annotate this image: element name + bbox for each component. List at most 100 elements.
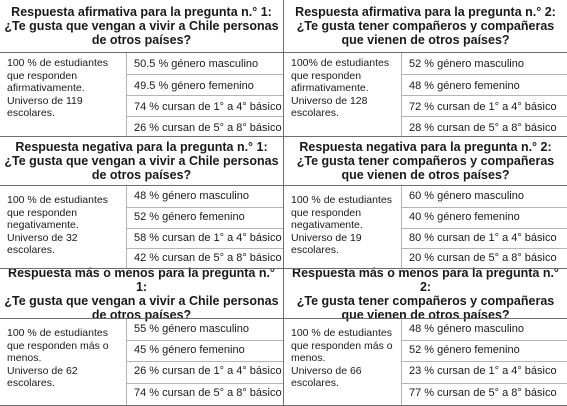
summary-line: que responden	[291, 206, 362, 219]
stat-divider	[127, 228, 283, 229]
cell-divider	[126, 186, 127, 268]
summary-line: que responden más o	[7, 339, 109, 352]
stat-divider	[402, 95, 567, 96]
summary-line: negativamente.	[7, 219, 79, 231]
summary-line: Universo de 66	[291, 364, 362, 377]
summary-line: Universo de 128	[291, 94, 368, 107]
heading-line: de otros países?	[91, 168, 192, 182]
stat-cursan-1-4-basico: 58 % cursan de 1° a 4° básico	[134, 232, 282, 244]
summary-line: afirmativamente.	[7, 82, 85, 94]
heading-line: Respuesta afirmativa para la pregunta n.…	[11, 5, 272, 19]
cell-divider	[401, 319, 402, 405]
stat-genero-femenino: 49.5 % género femenino	[134, 80, 254, 92]
summary-line: escolares.	[291, 107, 339, 119]
heading-line: Respuesta negativa para la pregunta n.° …	[299, 140, 552, 154]
heading-line: ¿Te gusta que vengan a vivir a Chile per…	[4, 19, 279, 33]
summary-line: Universo de 62	[7, 364, 78, 377]
heading-line: Respuesta más o menos para la pregunta n…	[292, 265, 559, 294]
stat-cursan-5-8-basico: 42 % cursan de 5° a 8° básico	[134, 252, 282, 264]
column-divider	[283, 0, 284, 406]
stat-genero-femenino: 45 % género femenino	[134, 344, 245, 356]
stat-cursan-5-8-basico: 28 % cursan de 5° a 8° básico	[409, 122, 557, 134]
row-divider	[0, 268, 567, 269]
summary-line: que responden más o	[291, 339, 393, 352]
summary-line: menos.	[7, 352, 42, 364]
heading-afirmativa-pregunta-2: Respuesta afirmativa para la pregunta n.…	[284, 0, 567, 52]
summary-line: 100 % de estudiantes	[291, 194, 392, 206]
row-divider	[0, 136, 567, 137]
stat-genero-masculino: 50.5 % género masculino	[134, 58, 259, 70]
summary-mas-o-menos-pregunta-2: 100 % de estudiantes que responden más o…	[284, 319, 401, 406]
summary-line: Universo de 32	[7, 231, 78, 244]
summary-line: menos.	[291, 352, 326, 364]
stat-genero-femenino: 52 % género femenino	[409, 344, 520, 356]
stat-divider	[127, 74, 283, 75]
stat-genero-femenino: 40 % género femenino	[409, 211, 520, 223]
row-divider	[0, 52, 567, 53]
stat-cursan-5-8-basico: 77 % cursan de 5° a 8° básico	[409, 387, 557, 399]
stat-divider	[127, 248, 283, 249]
heading-mas-o-menos-pregunta-2: Respuesta más o menos para la pregunta n…	[284, 265, 567, 322]
stat-divider	[402, 361, 567, 362]
cell-divider	[401, 186, 402, 268]
summary-line: 100 % de estudiantes	[291, 327, 392, 339]
summary-mas-o-menos-pregunta-1: 100 % de estudiantes que responden más o…	[0, 319, 126, 406]
stat-cursan-1-4-basico: 74 % cursan de 1° a 4° básico	[134, 101, 282, 113]
summary-afirmativa-pregunta-1: 100 % de estudiantes que responden afirm…	[0, 53, 126, 136]
stat-divider	[402, 74, 567, 75]
stat-divider	[402, 248, 567, 249]
stat-cursan-1-4-basico: 26 % cursan de 1° a 4° básico	[134, 365, 282, 377]
heading-line: ¿Te gusta que vengan a vivir a Chile per…	[4, 154, 279, 168]
heading-line: Respuesta más o menos para la pregunta n…	[8, 265, 275, 294]
cell-divider	[126, 319, 127, 405]
cell-divider	[401, 53, 402, 136]
stat-divider	[127, 207, 283, 208]
stat-divider	[402, 228, 567, 229]
stat-cursan-1-4-basico: 23 % cursan de 1° a 4° básico	[409, 365, 557, 377]
stat-cursan-5-8-basico: 26 % cursan de 5° a 8° básico	[134, 122, 282, 134]
summary-line: Universo de 119	[7, 94, 83, 107]
stat-divider	[127, 361, 283, 362]
cell-divider	[126, 53, 127, 136]
stat-genero-masculino: 48 % género masculino	[409, 323, 524, 335]
stat-genero-femenino: 48 % género femenino	[409, 80, 520, 92]
heading-afirmativa-pregunta-1: Respuesta afirmativa para la pregunta n.…	[0, 0, 283, 52]
summary-line: escolares.	[291, 244, 339, 256]
summary-line: escolares.	[291, 377, 339, 389]
summary-line: Universo de 19	[291, 231, 362, 244]
heading-line: Respuesta negativa para la pregunta n.° …	[15, 140, 268, 154]
stats-afirmativa-pregunta-1: 50.5 % género masculino 49.5 % género fe…	[127, 53, 283, 136]
stat-divider	[402, 340, 567, 341]
summary-line: que responden	[7, 69, 78, 82]
stats-negativa-pregunta-1: 48 % género masculino 52 % género femeni…	[127, 186, 283, 268]
summary-line: escolares.	[7, 244, 55, 256]
heading-line: que vienen de otros países?	[341, 168, 510, 182]
stat-cursan-1-4-basico: 80 % cursan de 1° a 4° básico	[409, 232, 557, 244]
heading-line: de otros países?	[91, 33, 192, 47]
summary-line: 100% de estudiantes	[291, 57, 390, 69]
heading-line: que vienen de otros países?	[341, 33, 510, 47]
stat-divider	[127, 340, 283, 341]
summary-negativa-pregunta-2: 100 % de estudiantes que responden negat…	[284, 186, 401, 268]
heading-line: ¿Te gusta que vengan a vivir a Chile per…	[4, 293, 279, 308]
row-divider	[0, 185, 567, 186]
stat-cursan-5-8-basico: 20 % cursan de 5° a 8° básico	[409, 252, 557, 264]
stat-cursan-1-4-basico: 72 % cursan de 1° a 4° básico	[409, 101, 557, 113]
summary-line: negativamente.	[291, 219, 363, 231]
stat-genero-masculino: 52 % género masculino	[409, 58, 524, 70]
stat-genero-masculino: 48 % género masculino	[134, 190, 249, 202]
heading-line: Respuesta afirmativa para la pregunta n.…	[295, 5, 556, 19]
summary-line: 100 % de estudiantes	[7, 57, 108, 69]
stat-divider	[127, 116, 283, 117]
stat-divider	[402, 207, 567, 208]
summary-line: que responden	[7, 206, 78, 219]
summary-line: escolares.	[7, 377, 55, 389]
summary-line: 100 % de estudiantes	[7, 194, 108, 206]
stat-divider	[127, 95, 283, 96]
heading-line: ¿Te gusta tener compañeros y compañeras	[296, 154, 555, 168]
stats-afirmativa-pregunta-2: 52 % género masculino 48 % género femeni…	[402, 53, 567, 136]
summary-line: 100 % de estudiantes	[7, 327, 108, 339]
stat-divider	[402, 116, 567, 117]
summary-afirmativa-pregunta-2: 100% de estudiantes que responden afirma…	[284, 53, 401, 136]
